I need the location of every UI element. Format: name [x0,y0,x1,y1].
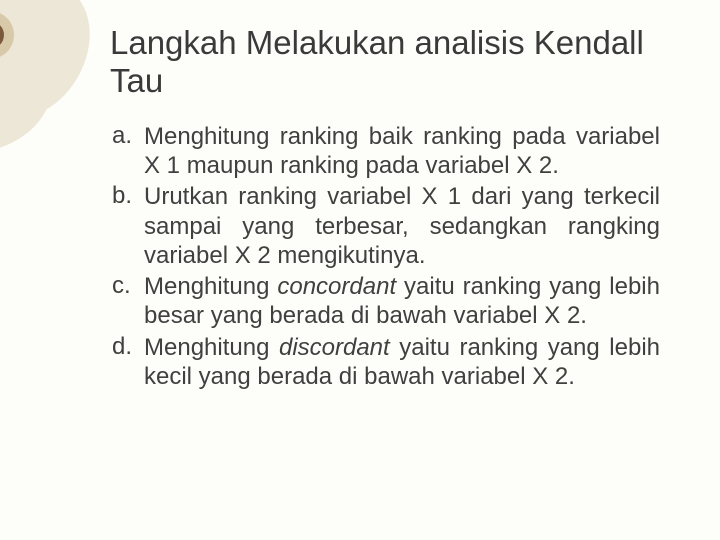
slide-content: Langkah Melakukan analisis Kendall Tau a… [0,0,720,413]
item-marker: b. [110,182,144,270]
list-item: d. Menghitung discordant yaitu ranking y… [110,333,660,392]
list-item: c. Menghitung concordant yaitu ranking y… [110,272,660,331]
slide-title: Langkah Melakukan analisis Kendall Tau [110,24,660,100]
item-text: Menghitung discordant yaitu ranking yang… [144,333,660,392]
item-marker: a. [110,122,144,181]
item-marker: c. [110,272,144,331]
item-text: Urutkan ranking variabel X 1 dari yang t… [144,182,660,270]
steps-list: a. Menghitung ranking baik ranking pada … [110,122,660,391]
item-text: Menghitung ranking baik ranking pada var… [144,122,660,181]
list-item: b. Urutkan ranking variabel X 1 dari yan… [110,182,660,270]
item-text: Menghitung concordant yaitu ranking yang… [144,272,660,331]
item-marker: d. [110,333,144,392]
list-item: a. Menghitung ranking baik ranking pada … [110,122,660,181]
